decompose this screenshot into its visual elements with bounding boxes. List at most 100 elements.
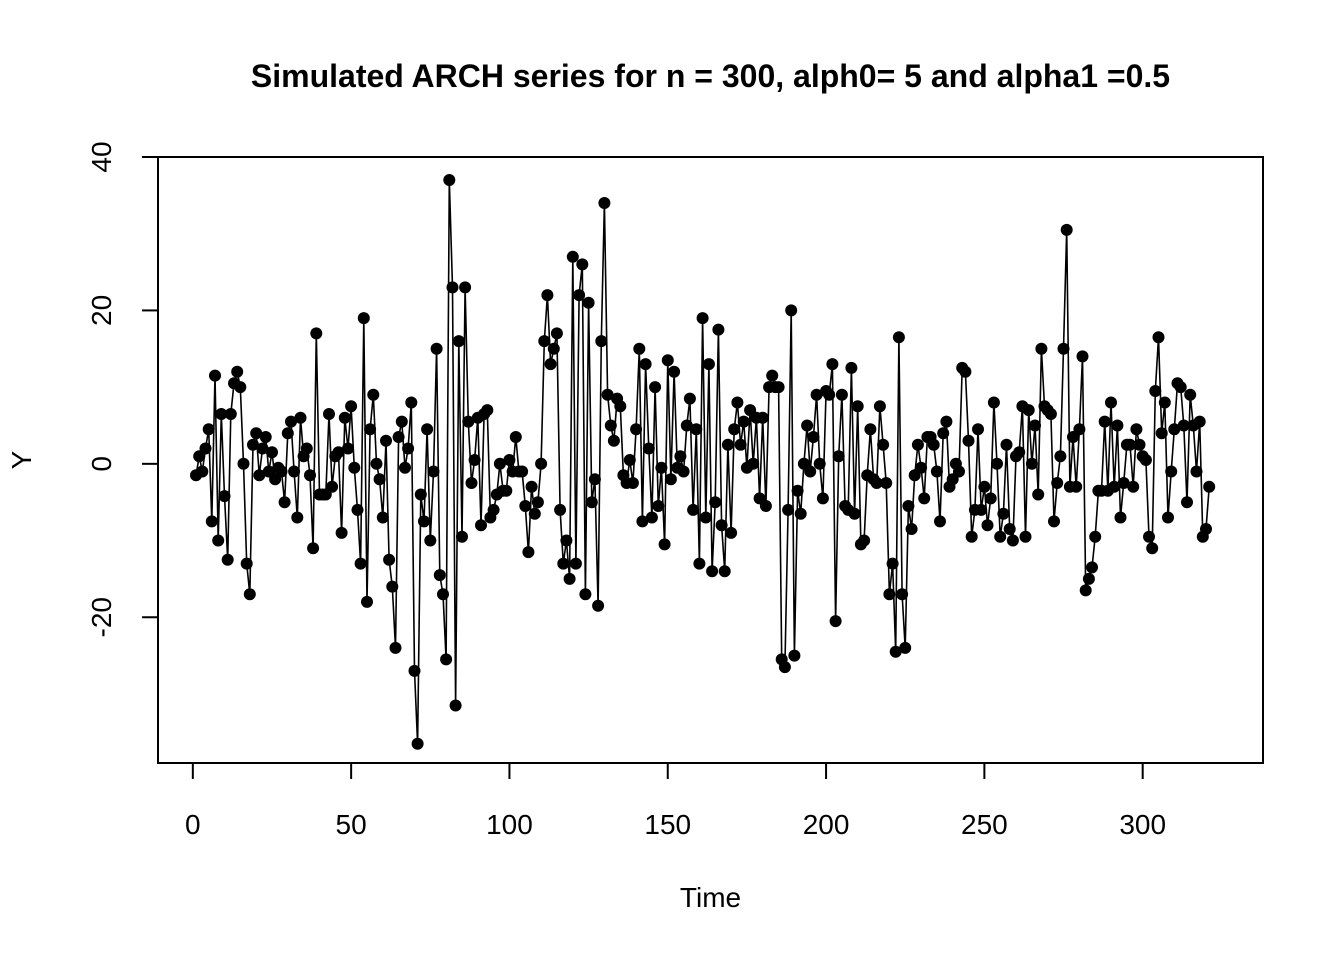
data-point	[994, 530, 1007, 543]
data-point	[576, 258, 589, 271]
data-point	[902, 500, 915, 512]
data-point	[699, 511, 712, 524]
data-point	[883, 588, 896, 601]
data-point	[782, 503, 795, 516]
x-axis-label: Time	[679, 882, 742, 913]
data-point	[500, 484, 513, 497]
y-tick-label: 20	[86, 295, 117, 326]
data-point	[383, 553, 396, 566]
data-point	[304, 469, 316, 482]
data-point	[493, 457, 506, 470]
data-point	[601, 388, 614, 401]
data-point	[778, 661, 791, 674]
data-point	[801, 419, 814, 432]
data-point	[677, 465, 690, 478]
data-point	[848, 507, 861, 520]
data-point	[668, 365, 681, 378]
data-point	[443, 174, 456, 186]
data-point	[310, 327, 323, 340]
x-tick-label: 100	[486, 809, 533, 840]
data-point	[579, 588, 592, 601]
data-point	[247, 438, 259, 451]
data-point	[645, 511, 658, 524]
data-point	[354, 557, 367, 570]
data-point	[1190, 465, 1203, 478]
data-point	[459, 281, 472, 294]
x-tick-label: 250	[961, 809, 1008, 840]
data-point	[531, 496, 544, 509]
data-point	[661, 354, 674, 367]
data-point	[386, 580, 399, 593]
data-point	[573, 289, 586, 302]
data-point	[896, 588, 909, 601]
data-point	[1089, 530, 1102, 543]
data-point	[395, 415, 408, 428]
data-point	[351, 503, 364, 516]
data-point	[905, 523, 918, 535]
data-point	[221, 553, 234, 566]
data-point	[791, 484, 804, 497]
data-point	[1044, 408, 1057, 420]
x-tick-label: 150	[644, 809, 691, 840]
data-point	[683, 392, 696, 405]
data-point	[829, 615, 842, 628]
data-point	[858, 534, 871, 547]
data-point	[481, 404, 494, 417]
data-point	[687, 503, 700, 516]
data-point	[728, 423, 741, 436]
data-point	[399, 461, 411, 474]
data-point	[1079, 584, 1092, 597]
data-point	[550, 327, 563, 340]
data-point	[215, 408, 228, 420]
data-point	[1181, 496, 1193, 509]
data-point	[626, 477, 639, 489]
data-point	[569, 557, 582, 570]
data-point	[1203, 480, 1216, 493]
data-point	[794, 507, 807, 520]
data-point	[1162, 511, 1174, 524]
data-point	[709, 496, 722, 509]
data-point	[1035, 342, 1048, 355]
data-point	[1127, 480, 1140, 493]
data-point	[554, 503, 567, 516]
data-point	[1000, 438, 1013, 451]
data-point	[1048, 515, 1060, 528]
data-point	[582, 296, 595, 309]
data-point	[437, 588, 449, 601]
data-point	[623, 454, 636, 466]
data-point	[566, 250, 579, 263]
data-point	[1200, 523, 1212, 535]
data-point	[1054, 450, 1067, 463]
data-point	[899, 641, 912, 654]
data-point	[285, 415, 297, 428]
data-point	[468, 454, 481, 466]
data-point	[462, 415, 475, 428]
data-point	[1019, 530, 1032, 543]
data-point	[598, 197, 611, 209]
data-point	[788, 649, 801, 662]
data-point	[256, 442, 269, 455]
data-point	[250, 427, 263, 440]
series-line	[195, 179, 1210, 744]
x-axis: 0 50 100 150 200 250 300	[185, 762, 1166, 840]
data-point	[332, 446, 345, 459]
data-point	[978, 480, 991, 493]
data-point	[367, 388, 380, 401]
data-point	[1117, 477, 1130, 489]
data-point	[991, 457, 1003, 470]
data-point	[702, 358, 715, 371]
data-point	[975, 503, 988, 516]
data-point	[281, 427, 294, 440]
data-point	[693, 557, 706, 570]
data-point	[475, 519, 487, 532]
series-line-group	[195, 179, 1210, 744]
data-point	[658, 538, 671, 551]
data-point	[981, 519, 994, 532]
data-point	[607, 434, 620, 447]
data-point	[1029, 419, 1041, 432]
data-point	[785, 304, 798, 317]
data-point	[1105, 396, 1117, 409]
data-point	[633, 342, 646, 355]
data-point	[915, 461, 928, 474]
data-point	[1025, 457, 1038, 470]
